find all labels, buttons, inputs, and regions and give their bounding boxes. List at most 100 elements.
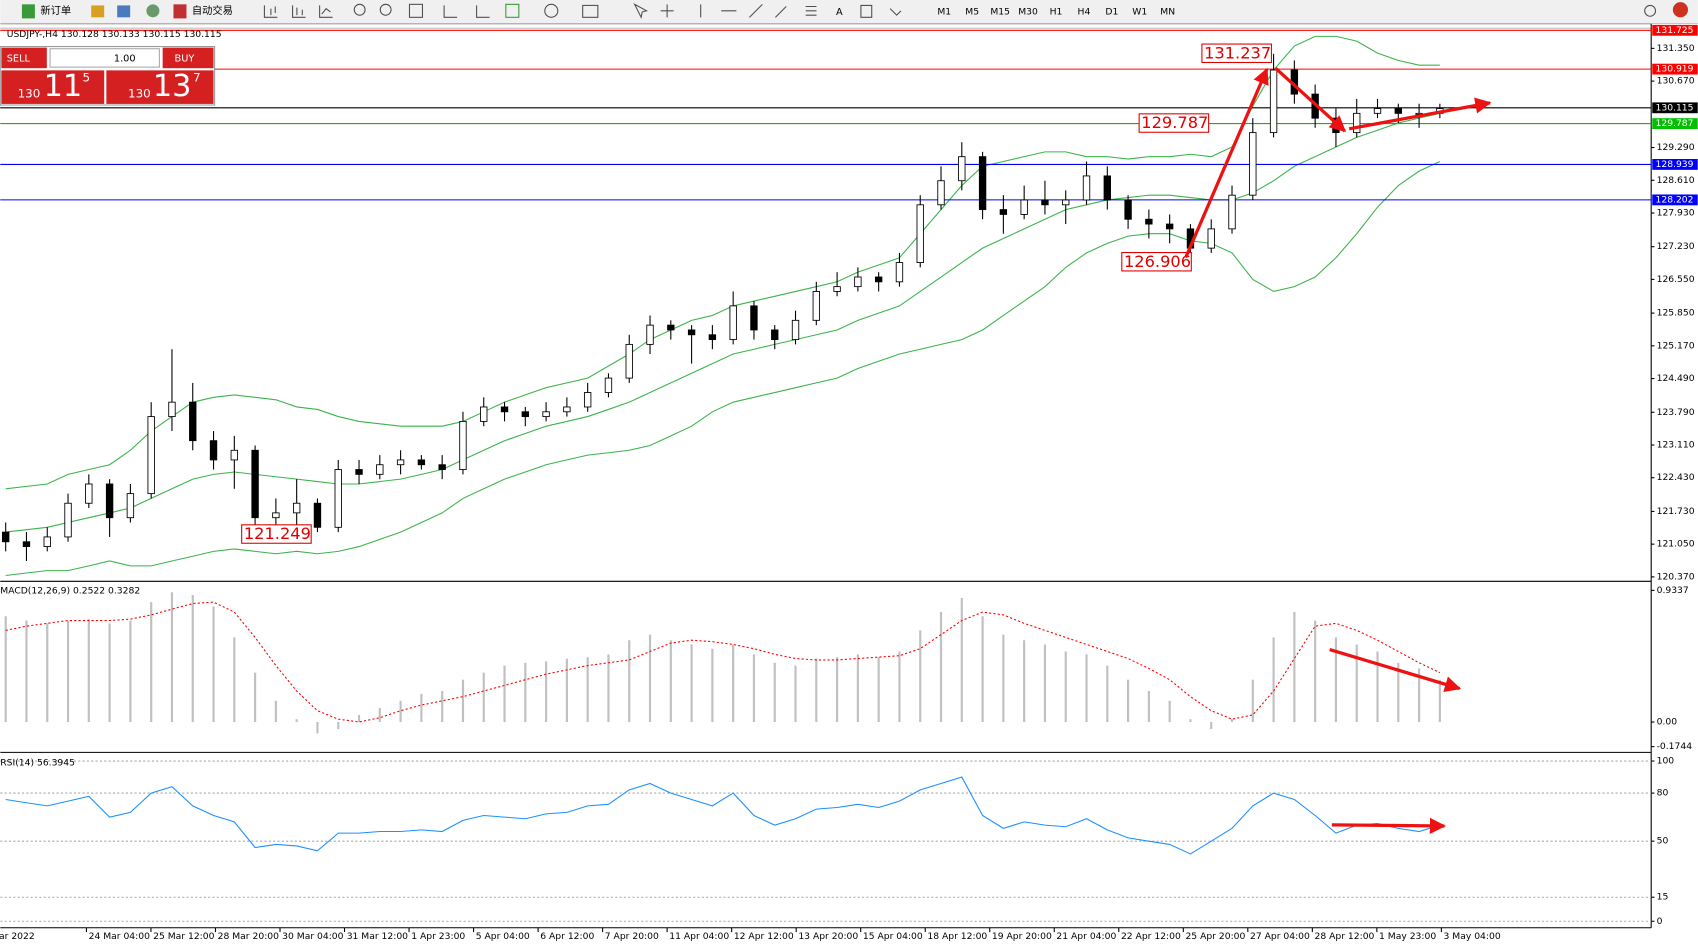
time-label: 22 Mar 2022	[0, 931, 35, 942]
indicators[interactable]	[505, 3, 520, 18]
candle-body	[147, 416, 155, 495]
price-axis	[1651, 23, 1698, 944]
toolbar-icon[interactable]	[146, 4, 160, 18]
sell-price-fraction[interactable]: 5	[83, 70, 91, 84]
price-level-tag	[1652, 118, 1698, 130]
macd-bar	[1168, 700, 1171, 723]
period-button[interactable]: D1	[1105, 6, 1118, 17]
tile[interactable]	[408, 3, 424, 18]
macd-bar	[1230, 719, 1234, 723]
macd-bar	[46, 623, 49, 723]
time-label: 18 Apr 12:00	[927, 931, 987, 942]
macd-bar	[898, 651, 901, 723]
y-tick-label: 126.550	[1657, 274, 1695, 285]
search[interactable]	[1644, 4, 1657, 17]
macd-bar	[212, 606, 215, 723]
buy-price-fraction[interactable]: 7	[193, 70, 201, 84]
macd-bar	[545, 661, 548, 723]
macd-bar	[441, 690, 444, 723]
y-tick-label: 80	[1657, 788, 1669, 799]
y-tick-label: 0.00	[1657, 717, 1678, 728]
sell-label[interactable]: SELL	[7, 53, 31, 64]
candle-body	[625, 343, 633, 379]
periods-menu[interactable]	[544, 3, 559, 18]
macd-bar	[1272, 637, 1275, 723]
auto-trade-button[interactable]: 自动交易	[192, 4, 233, 17]
candle-body	[791, 319, 800, 341]
period-button[interactable]: M15	[990, 6, 1010, 17]
text-tool[interactable]: A	[836, 7, 843, 18]
macd-panel: 0.9337 0.00 -0.1744 MACD(12,26,9) 0.2522 0.…	[0, 585, 1692, 752]
lot-value[interactable]: 1.00	[114, 53, 136, 64]
macd-bar	[1314, 620, 1317, 723]
new-order-button[interactable]: 新订单	[40, 4, 71, 17]
sell-price-box[interactable]	[1, 70, 105, 104]
buy-price-big-figure[interactable]: 130	[128, 87, 151, 101]
draw-tools[interactable]	[633, 3, 902, 19]
trade-panel: SELL BUY 1.00 130 11 5 130 13 7	[0, 46, 216, 106]
y-tick-label: 0	[1657, 916, 1663, 927]
macd-bar	[815, 658, 818, 723]
candle-body	[376, 464, 384, 475]
time-label: 22 Apr 12:00	[1121, 931, 1181, 942]
arrow	[1348, 97, 1492, 131]
price-level-tag	[1652, 159, 1698, 170]
period-button[interactable]: M1	[937, 6, 951, 17]
toolbar-icon[interactable]	[91, 5, 105, 18]
macd-signal	[5, 601, 1441, 723]
period-button[interactable]: M30	[1018, 6, 1038, 17]
time-label: 7 Apr 20:00	[605, 931, 659, 942]
macd-bar	[1085, 654, 1088, 723]
candle-body	[999, 209, 1008, 215]
sell-price-big-figure[interactable]: 130	[18, 87, 41, 101]
candle-body	[771, 329, 779, 341]
candle-body	[1082, 175, 1091, 201]
macd-bar	[108, 623, 111, 723]
macd-bar	[1251, 679, 1254, 723]
candle-body	[480, 406, 488, 422]
bar-chart-tool[interactable]	[263, 5, 278, 18]
symbol-header: USDJPY-,H4 130.128 130.133 130.115 130.1…	[7, 29, 222, 40]
toolbar-icon[interactable]	[117, 5, 131, 18]
macd-bar	[732, 644, 735, 723]
templates[interactable]	[582, 4, 599, 18]
buy-price-box[interactable]	[106, 70, 214, 104]
price-level-tag	[1652, 194, 1698, 206]
period-button[interactable]: H4	[1078, 6, 1091, 17]
period-button[interactable]: W1	[1132, 6, 1147, 17]
lot-input[interactable]	[49, 48, 160, 68]
candle-body	[521, 411, 529, 418]
y-tick-label: 121.730	[1657, 506, 1695, 517]
macd-bar	[711, 648, 714, 723]
y-tick-label: 120.370	[1657, 571, 1695, 582]
macd-bar	[690, 644, 693, 723]
candle-tool[interactable]	[292, 5, 306, 18]
sell-button[interactable]	[1, 47, 47, 69]
buy-price-pips[interactable]: 13	[153, 69, 192, 104]
zoom-in[interactable]	[353, 3, 366, 16]
macd-bar	[628, 640, 631, 723]
period-button[interactable]: H1	[1050, 6, 1063, 17]
auto-trade-icon[interactable]	[173, 4, 187, 19]
bollinger-band	[5, 35, 1440, 490]
notifications[interactable]	[1672, 2, 1688, 18]
new-order-icon[interactable]	[21, 4, 35, 19]
y-tick-label: 125.170	[1657, 340, 1695, 351]
period-button[interactable]: M5	[965, 6, 979, 17]
scroll-tools[interactable]	[443, 5, 490, 18]
time-label: 11 Apr 04:00	[669, 931, 729, 942]
candle-body	[583, 392, 592, 408]
period-button[interactable]: MN	[1160, 6, 1175, 17]
sell-price-pips[interactable]: 11	[44, 69, 83, 104]
macd-bar	[1043, 644, 1047, 723]
candle-body	[105, 483, 114, 519]
macd-bar	[274, 700, 277, 723]
zoom-out[interactable]	[379, 3, 392, 16]
buy-label[interactable]: BUY	[175, 53, 195, 64]
buy-button[interactable]	[162, 47, 214, 69]
candle-body	[729, 305, 737, 341]
line-tool[interactable]	[319, 5, 333, 18]
macd-bar	[586, 657, 589, 723]
